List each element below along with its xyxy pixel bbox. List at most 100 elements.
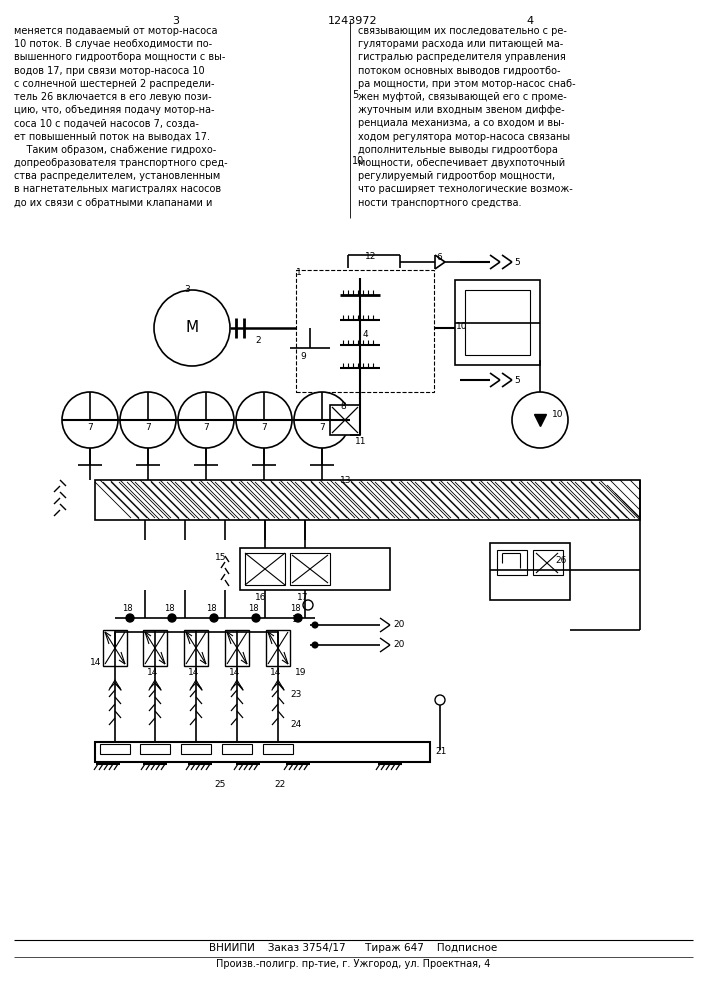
Text: 14: 14 [90,658,101,667]
Text: 5: 5 [514,376,520,385]
Text: 23: 23 [290,690,301,699]
Circle shape [294,614,302,622]
Text: 5: 5 [352,90,358,100]
Text: 8: 8 [340,402,346,411]
Text: M: M [185,320,199,336]
Text: 12: 12 [365,252,376,261]
Bar [95,742,430,762]
Text: 18: 18 [122,604,133,613]
Text: 18: 18 [164,604,175,613]
Text: водов 17, при связи мотор-насоса 10: водов 17, при связи мотор-насоса 10 [14,66,204,76]
Bar [184,630,208,666]
Circle shape [168,614,176,622]
Bar [296,270,434,392]
Text: 7: 7 [319,424,325,432]
Circle shape [62,392,118,448]
Text: ет повышенный поток на выводах 17.: ет повышенный поток на выводах 17. [14,132,210,142]
Bar [222,744,252,754]
Text: допреобразователя транспортного сред-: допреобразователя транспортного сред- [14,158,228,168]
Text: 7: 7 [203,424,209,432]
Circle shape [236,392,292,448]
Text: 5: 5 [514,258,520,267]
Circle shape [210,614,218,622]
Text: ства распределителем, установленным: ства распределителем, установленным [14,171,221,181]
Bar [266,630,290,666]
Text: 14: 14 [188,668,199,677]
Bar [181,744,211,754]
Text: Таким образом, снабжение гидрохо-: Таким образом, снабжение гидрохо- [14,145,216,155]
Circle shape [126,614,134,622]
Text: 17: 17 [297,593,309,602]
Text: регулируемый гидроотбор мощности,: регулируемый гидроотбор мощности, [358,171,555,181]
Text: связывающим их последовательно с ре-: связывающим их последовательно с ре- [358,26,567,36]
Bar [245,553,285,585]
Text: 11: 11 [355,437,366,446]
Circle shape [252,614,260,622]
Text: 19: 19 [295,668,307,677]
Bar [465,290,530,355]
Circle shape [312,622,318,628]
Text: ности транспортного средства.: ности транспортного средства. [358,198,522,208]
Bar [455,280,540,365]
Text: 4: 4 [363,330,368,339]
Text: меняется подаваемый от мотор-насоса: меняется подаваемый от мотор-насоса [14,26,218,36]
Text: 1243972: 1243972 [328,16,378,26]
Text: 18: 18 [290,604,300,613]
Circle shape [435,695,445,705]
Text: 4: 4 [527,16,534,26]
Text: цию, что, объединяя подачу мотор-на-: цию, что, объединяя подачу мотор-на- [14,105,214,115]
Text: 7: 7 [261,424,267,432]
Text: 14: 14 [270,668,281,677]
Text: вышенного гидроотбора мощности с вы-: вышенного гидроотбора мощности с вы- [14,52,226,62]
Bar [103,630,127,666]
Text: 10 поток. В случае необходимости по-: 10 поток. В случае необходимости по- [14,39,212,49]
Bar [225,630,249,666]
Text: жуточным или входным звеном диффе-: жуточным или входным звеном диффе- [358,105,565,115]
Bar [100,744,130,754]
Text: что расширяет технологические возмож-: что расширяет технологические возмож- [358,184,573,194]
Text: 18: 18 [206,604,216,613]
Text: жен муфтой, связывающей его с проме-: жен муфтой, связывающей его с проме- [358,92,567,102]
Text: 20: 20 [393,640,404,649]
Bar [533,550,563,575]
Bar [330,405,360,435]
Text: 6: 6 [436,253,442,262]
Text: 7: 7 [87,424,93,432]
Text: 22: 22 [274,780,286,789]
Text: дополнительные выводы гидроотбора: дополнительные выводы гидроотбора [358,145,558,155]
Bar [140,744,170,754]
Circle shape [303,600,313,610]
Circle shape [312,642,318,648]
Text: 17: 17 [292,615,303,624]
Circle shape [294,392,350,448]
Text: 15: 15 [215,553,226,562]
Text: ренциала механизма, а со входом и вы-: ренциала механизма, а со входом и вы- [358,118,564,128]
Circle shape [154,290,230,366]
Text: 3: 3 [173,16,180,26]
Bar [263,744,293,754]
Text: в нагнетательных магистралях насосов: в нагнетательных магистралях насосов [14,184,221,194]
Bar [490,543,570,600]
Text: ходом регулятора мотор-насоса связаны: ходом регулятора мотор-насоса связаны [358,132,570,142]
Text: 26: 26 [555,556,566,565]
Text: 10: 10 [552,410,563,419]
Text: Произв.-полигр. пр-тие, г. Ужгород, ул. Проектная, 4: Произв.-полигр. пр-тие, г. Ужгород, ул. … [216,959,490,969]
Text: ра мощности, при этом мотор-насос снаб-: ра мощности, при этом мотор-насос снаб- [358,79,575,89]
Text: 3: 3 [184,285,189,294]
Text: 14: 14 [229,668,240,677]
Text: тель 26 включается в его левую пози-: тель 26 включается в его левую пози- [14,92,211,102]
Circle shape [120,392,176,448]
Circle shape [178,392,234,448]
Text: 14: 14 [147,668,158,677]
Text: ВНИИПИ    Заказ 3754/17      Тираж 647    Подписное: ВНИИПИ Заказ 3754/17 Тираж 647 Подписное [209,943,497,953]
Text: до их связи с обратными клапанами и: до их связи с обратными клапанами и [14,198,212,208]
Text: 9: 9 [300,352,305,361]
Bar [497,550,527,575]
Text: 1: 1 [296,268,302,277]
Text: 10: 10 [456,322,468,331]
Bar [290,553,330,585]
Text: с солнечной шестерней 2 распредели-: с солнечной шестерней 2 распредели- [14,79,214,89]
Circle shape [512,392,568,448]
Text: 10: 10 [352,156,364,166]
Text: 25: 25 [214,780,226,789]
